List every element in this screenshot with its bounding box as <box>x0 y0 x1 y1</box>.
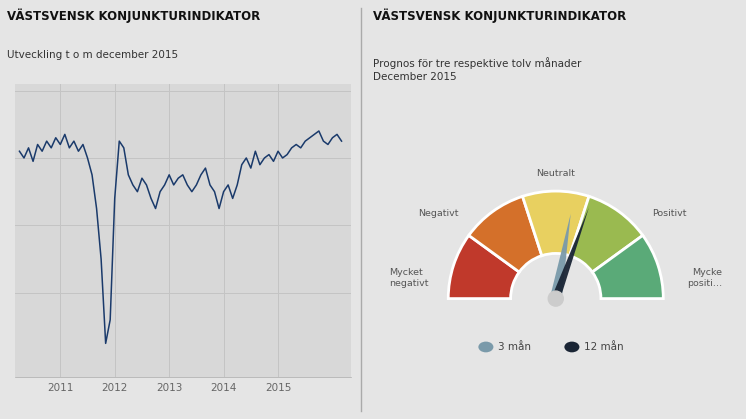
Wedge shape <box>592 235 663 299</box>
Polygon shape <box>552 208 589 300</box>
Text: Negativt: Negativt <box>419 209 459 218</box>
Wedge shape <box>448 235 519 299</box>
Text: Neutralt: Neutralt <box>536 169 575 178</box>
Text: Positivt: Positivt <box>653 209 687 218</box>
Wedge shape <box>570 197 643 272</box>
Text: Mycke
positi…: Mycke positi… <box>687 268 722 288</box>
Text: 3 mån: 3 mån <box>498 342 530 352</box>
Wedge shape <box>468 197 542 272</box>
Text: 12 mån: 12 mån <box>583 342 624 352</box>
Text: Prognos för tre respektive tolv månader
December 2015: Prognos för tre respektive tolv månader … <box>373 57 581 82</box>
Text: VÄSTSVENSK KONJUNKTURINDIKATOR: VÄSTSVENSK KONJUNKTURINDIKATOR <box>7 8 260 23</box>
Ellipse shape <box>478 341 493 352</box>
Ellipse shape <box>565 341 580 352</box>
Text: VÄSTSVENSK KONJUNKTURINDIKATOR: VÄSTSVENSK KONJUNKTURINDIKATOR <box>373 8 626 23</box>
Polygon shape <box>550 214 571 300</box>
Circle shape <box>548 291 563 306</box>
Text: Utveckling t o m december 2015: Utveckling t o m december 2015 <box>7 50 178 60</box>
Wedge shape <box>522 191 589 256</box>
Text: Mycket
negativt: Mycket negativt <box>389 268 429 288</box>
